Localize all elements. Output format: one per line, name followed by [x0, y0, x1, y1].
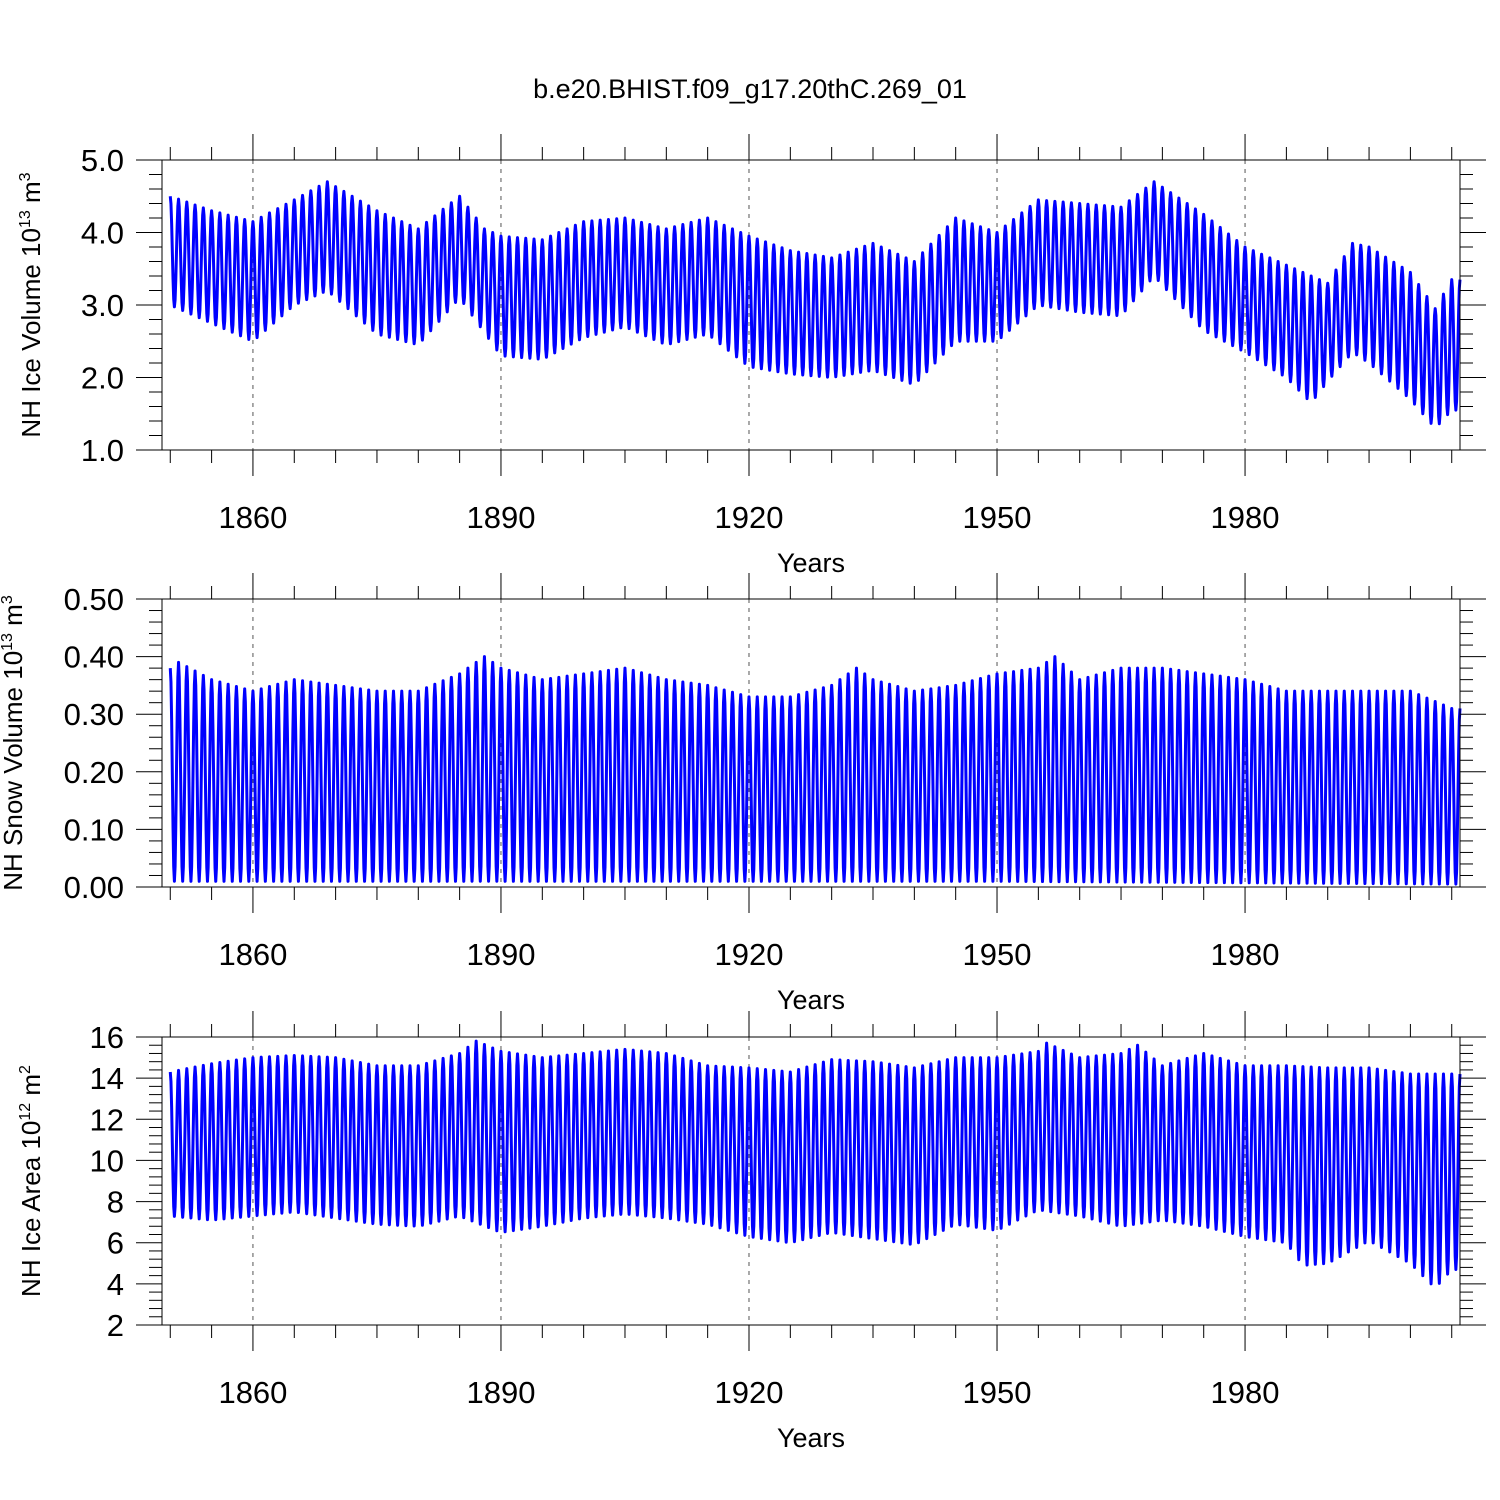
panel-3: 1860 1890 1920 1950 1980 Years 2 4 6 8 10 12 14 16 NH … — [16, 1011, 1486, 1453]
panels: 1860 1890 1920 1950 1980 Years 1.0 2.0 3.0 4.0 5.0… — [0, 134, 1486, 1453]
x-tick-label: 1980 — [1211, 937, 1280, 972]
y-tick-label: 12 — [90, 1102, 124, 1137]
y-tick-label: 0.00 — [64, 870, 124, 905]
y-tick-label: 0.30 — [64, 697, 124, 732]
y-tick-label: 1.0 — [81, 433, 124, 468]
y-tick-label: 0.40 — [64, 640, 124, 675]
y-axis-label: NH Snow Volume 1013 m3 — [0, 595, 28, 891]
y-tick-label: 8 — [107, 1185, 124, 1220]
figure-title: b.e20.BHIST.f09_g17.20thC.269_01 — [533, 74, 967, 104]
y-tick-label: 4.0 — [81, 216, 124, 251]
x-tick-label: 1950 — [963, 937, 1032, 972]
data-series-line — [168, 1039, 1462, 1286]
x-tick-label: 1860 — [218, 500, 287, 535]
panel-1: 1860 1890 1920 1950 1980 Years 1.0 2.0 3.0 4.0 5.0… — [16, 134, 1486, 578]
x-tick-label: 1920 — [715, 500, 784, 535]
y-tick-label: 4 — [107, 1267, 124, 1302]
x-tick-label: 1950 — [963, 1375, 1032, 1410]
y-tick-label: 0.10 — [64, 812, 124, 847]
x-axis-label: Years — [777, 548, 845, 578]
x-tick-label: 1920 — [715, 937, 784, 972]
x-tick-label: 1890 — [466, 937, 535, 972]
y-tick-label: 16 — [90, 1020, 124, 1055]
x-tick-label: 1860 — [218, 1375, 287, 1410]
y-axis-label: NH Ice Volume 1013 m3 — [16, 172, 46, 437]
y-tick-label: 5.0 — [81, 143, 124, 178]
x-tick-label: 1920 — [715, 1375, 784, 1410]
y-tick-label: 0.50 — [64, 582, 124, 617]
y-tick-label: 3.0 — [81, 288, 124, 323]
data-series-line — [168, 180, 1462, 426]
y-tick-label: 2.0 — [81, 361, 124, 396]
x-tick-label: 1890 — [466, 500, 535, 535]
x-tick-label: 1860 — [218, 937, 287, 972]
y-tick-label: 2 — [107, 1308, 124, 1343]
x-tick-label: 1980 — [1211, 1375, 1280, 1410]
panel-2: 1860 1890 1920 1950 1980 Years 0.00 0.10 0.20 0.3… — [0, 573, 1486, 1015]
plot-frame — [161, 1036, 1461, 1326]
y-tick-label: 10 — [90, 1143, 124, 1178]
y-tick-label: 0.20 — [64, 755, 124, 790]
x-axis-label: Years — [777, 1423, 845, 1453]
y-tick-label: 6 — [107, 1226, 124, 1261]
y-axis-label: NH Ice Area 1012 m2 — [16, 1065, 46, 1297]
data-series-line — [168, 655, 1462, 886]
x-tick-label: 1980 — [1211, 500, 1280, 535]
y-tick-label: 14 — [90, 1061, 124, 1096]
x-tick-label: 1950 — [963, 500, 1032, 535]
x-tick-label: 1890 — [466, 1375, 535, 1410]
plot-frame — [161, 598, 1461, 888]
x-axis-label: Years — [777, 985, 845, 1015]
